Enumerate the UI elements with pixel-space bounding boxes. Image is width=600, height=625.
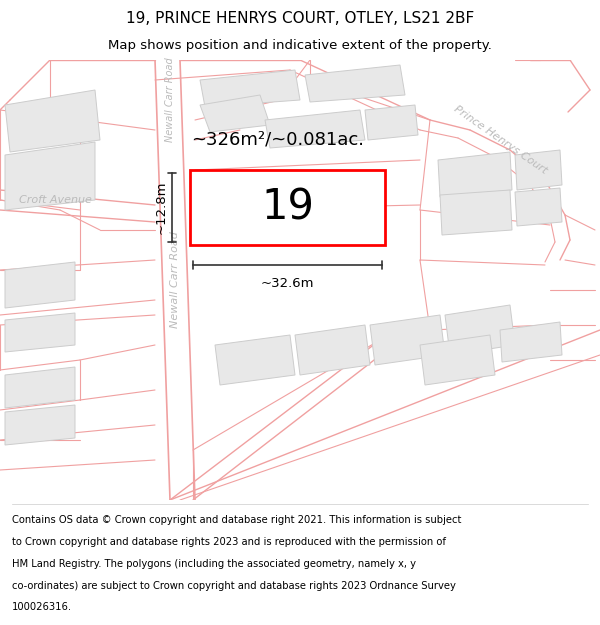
Polygon shape <box>5 367 75 408</box>
Polygon shape <box>5 313 75 352</box>
Polygon shape <box>440 190 512 235</box>
Polygon shape <box>265 110 365 148</box>
Text: HM Land Registry. The polygons (including the associated geometry, namely x, y: HM Land Registry. The polygons (includin… <box>12 559 416 569</box>
Text: Croft Avenue: Croft Avenue <box>19 195 91 205</box>
Polygon shape <box>215 335 295 385</box>
Text: 19: 19 <box>261 186 314 229</box>
Polygon shape <box>365 105 418 140</box>
Text: co-ordinates) are subject to Crown copyright and database rights 2023 Ordnance S: co-ordinates) are subject to Crown copyr… <box>12 581 456 591</box>
Polygon shape <box>370 315 445 365</box>
Bar <box>190 170 385 245</box>
Text: Newall Carr Road: Newall Carr Road <box>170 231 180 329</box>
Text: ~12.8m: ~12.8m <box>155 181 168 234</box>
Polygon shape <box>200 95 270 132</box>
Polygon shape <box>420 335 495 385</box>
Text: to Crown copyright and database rights 2023 and is reproduced with the permissio: to Crown copyright and database rights 2… <box>12 537 446 547</box>
Polygon shape <box>5 405 75 445</box>
Polygon shape <box>200 70 300 107</box>
Text: Prince Henrys Court: Prince Henrys Court <box>452 104 548 176</box>
Text: Map shows position and indicative extent of the property.: Map shows position and indicative extent… <box>108 39 492 51</box>
Polygon shape <box>438 152 512 197</box>
Polygon shape <box>445 305 515 355</box>
Text: Contains OS data © Crown copyright and database right 2021. This information is : Contains OS data © Crown copyright and d… <box>12 515 461 525</box>
Text: 100026316.: 100026316. <box>12 602 72 612</box>
Polygon shape <box>305 65 405 102</box>
Text: 19, PRINCE HENRYS COURT, OTLEY, LS21 2BF: 19, PRINCE HENRYS COURT, OTLEY, LS21 2BF <box>126 11 474 26</box>
Polygon shape <box>515 150 562 190</box>
Text: ~326m²/~0.081ac.: ~326m²/~0.081ac. <box>191 131 364 149</box>
Text: ~32.6m: ~32.6m <box>261 277 314 290</box>
Text: Newall Carr Road: Newall Carr Road <box>165 58 175 142</box>
Polygon shape <box>295 325 370 375</box>
Polygon shape <box>5 90 100 152</box>
Polygon shape <box>5 262 75 308</box>
Polygon shape <box>515 188 562 226</box>
Polygon shape <box>500 322 562 362</box>
Polygon shape <box>5 142 95 210</box>
